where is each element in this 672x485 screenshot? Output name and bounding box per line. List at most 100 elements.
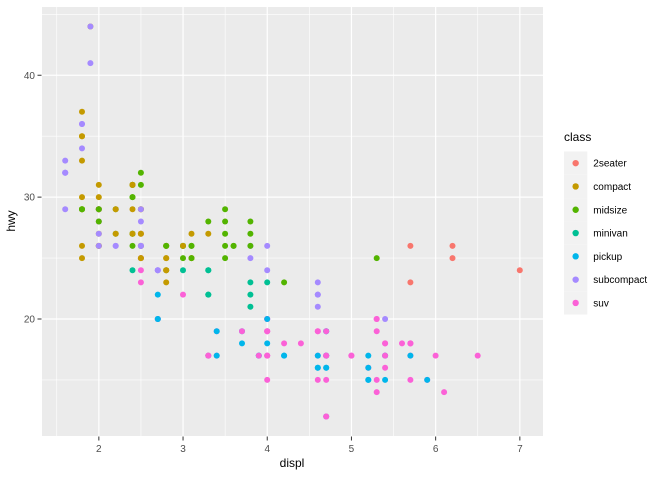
data-point [137,255,144,262]
data-point [373,376,380,383]
data-point [87,60,94,67]
data-point [180,291,186,298]
y-tick-label: 20 [24,315,36,326]
data-point [112,206,119,213]
data-point [112,230,119,237]
data-point [95,181,102,188]
data-point [323,364,330,371]
data-point [382,352,389,359]
data-point [129,230,136,237]
data-point [407,352,414,359]
data-point [247,230,254,237]
data-point [154,267,161,274]
data-point [247,218,254,225]
data-point [407,242,414,249]
legend-label: pickup [593,252,622,263]
legend-label: subcompact [593,275,647,286]
data-point [79,194,85,201]
x-tick-label: 2 [96,444,102,455]
data-point [79,255,85,262]
y-axis-title: hwy [4,210,18,231]
x-tick-label: 6 [433,444,439,455]
data-point [474,352,481,359]
data-point [79,145,85,152]
data-point [373,316,380,322]
legend: class 2seater compact midsize minivan pickup… [564,130,647,315]
data-point [79,157,85,164]
data-point [95,230,102,237]
data-point [247,255,254,262]
data-point [79,242,85,249]
data-point [264,340,271,347]
plot-panel [42,7,543,436]
data-point [154,316,161,322]
data-point [188,242,195,249]
data-point [79,206,85,213]
data-point [222,242,229,249]
y-axis-ticks: 20 30 40 [24,71,42,326]
data-point [449,242,456,249]
data-point [373,328,380,335]
data-point [79,133,85,140]
legend-key-dot [572,229,579,237]
data-point [205,291,212,298]
data-point [95,206,102,213]
data-point [373,255,380,262]
data-point [129,181,136,188]
data-point [247,303,254,310]
data-point [62,157,69,164]
data-point [264,316,271,322]
data-point [314,303,321,310]
x-axis-title: displ [280,456,305,470]
data-point [314,328,321,335]
data-point [365,376,372,383]
data-point [247,279,254,286]
data-point [62,206,69,213]
data-point [382,340,389,347]
data-point [213,328,220,335]
data-point [180,255,186,262]
data-point [314,291,321,298]
data-point [314,364,321,371]
data-point [314,279,321,286]
data-point [264,376,271,383]
data-point [163,267,170,274]
data-point [264,267,271,274]
data-point [154,291,161,298]
data-point [373,389,380,396]
data-point [95,218,102,225]
data-point [441,389,448,396]
gridlines-minor [42,7,543,436]
legend-items: 2seater compact midsize minivan pickup subcom… [564,151,647,315]
data-point [180,267,186,274]
data-point [79,108,85,115]
legend-label: compact [593,182,631,193]
legend-key-dot [572,183,579,190]
data-point [365,364,372,371]
data-point [348,352,355,359]
data-point [230,242,237,249]
data-point [449,255,456,262]
data-point [264,242,271,249]
data-point [222,255,229,262]
data-point [516,267,523,274]
legend-label: suv [593,298,609,309]
legend-label: 2seater [593,159,627,170]
data-point [323,328,330,335]
legend-title: class [564,130,591,144]
legend-label: midsize [593,205,627,216]
data-point [247,242,254,249]
data-point [382,316,389,322]
data-point [323,376,330,383]
data-point [137,242,144,249]
data-point [314,376,321,383]
data-point [188,255,195,262]
data-point [255,352,262,359]
data-point [314,352,321,359]
data-point [297,340,304,347]
data-point [137,206,144,213]
legend-key-dot [572,206,579,213]
data-point [407,340,414,347]
legend-key-dot [572,276,579,283]
x-tick-label: 5 [349,444,355,455]
